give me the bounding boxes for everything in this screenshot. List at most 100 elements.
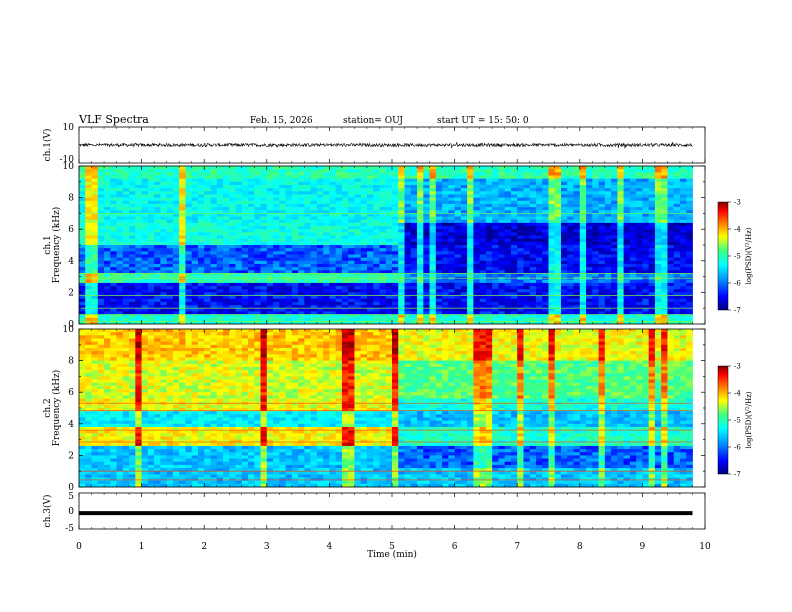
spec1-cell: [423, 222, 430, 227]
spec1-cell: [129, 308, 136, 312]
spec1-cell: [110, 175, 117, 180]
spec1-cell: [504, 238, 512, 243]
spec1-cell: [548, 263, 556, 268]
spec1-cell: [523, 317, 531, 322]
spec1-cell: [623, 289, 631, 293]
spec1-cell: [222, 257, 230, 262]
spec1-cell: [529, 245, 537, 249]
spec1-cell: [191, 222, 199, 227]
spec1-cell: [222, 191, 230, 195]
spec1-cell: [554, 317, 562, 322]
spec1-cell: [197, 263, 205, 268]
spec1-cell: [398, 235, 405, 240]
spec1-cell: [392, 286, 399, 290]
spec1-cell: [535, 279, 543, 284]
ch1-waveform-panel: 10 -10 ch.1(V): [42, 123, 706, 165]
spec1-cell: [179, 166, 186, 170]
spec1-cell: [604, 305, 612, 309]
spec1-cell: [485, 254, 493, 259]
spec1-cell: [454, 298, 462, 303]
spec1-cell: [417, 245, 424, 249]
spec1-cell: [636, 232, 643, 236]
spec1-cell: [510, 200, 518, 205]
spec1-cell: [323, 273, 330, 277]
spec1-cell: [191, 219, 199, 224]
spec1-cell: [366, 241, 374, 246]
spec1-cell: [110, 184, 117, 189]
spec1-cell: [598, 286, 606, 290]
spec1-cell: [329, 235, 337, 240]
spec1-cell: [254, 295, 261, 300]
spec1-cell: [172, 260, 180, 265]
spec1-cell: [485, 286, 493, 290]
spec1-cell: [197, 216, 205, 221]
spec1-cell: [686, 270, 693, 274]
spec1-cell: [636, 267, 643, 271]
spec1-cell: [291, 320, 299, 325]
spec1-cell: [673, 282, 681, 287]
spec1-cell: [467, 320, 474, 325]
spec1-cell: [517, 219, 524, 224]
spec1-cell: [548, 292, 556, 296]
spec1-cell: [385, 238, 393, 243]
spec1-cell: [473, 286, 481, 290]
spec1-cell: [323, 222, 330, 227]
spec1-cell: [673, 286, 681, 290]
spec1-cell: [285, 238, 293, 243]
spec1-cell: [554, 279, 562, 284]
spec1-cell: [504, 232, 512, 236]
spec1-cell: [323, 267, 330, 271]
spec1-cell: [360, 184, 368, 189]
spec1-cell: [417, 229, 424, 233]
spec1-cell: [523, 200, 531, 205]
spec1-cell: [135, 263, 142, 268]
spec1-cell: [110, 181, 117, 186]
spec1-cell: [648, 273, 656, 277]
spec1-cell: [116, 181, 124, 186]
spec1-cell: [304, 251, 312, 255]
spec1-cell: [510, 308, 518, 312]
spec1-cell: [586, 184, 593, 189]
spec1-cell: [141, 263, 149, 268]
spec1-cell: [379, 295, 387, 300]
spec1-cell: [329, 216, 337, 221]
spec1-cell: [542, 200, 549, 205]
spec1-cell: [667, 232, 675, 236]
spec1-cell: [141, 311, 149, 315]
spec1-cell: [586, 207, 593, 211]
spec1-cell: [654, 232, 662, 236]
spec1-cell: [404, 219, 412, 224]
spec1-cell: [191, 191, 199, 195]
spec1-cell: [335, 286, 343, 290]
spec1-cell: [110, 229, 117, 233]
spec1-cell: [366, 178, 374, 183]
spec1-cell: [279, 314, 286, 319]
spec1-cell: [554, 178, 562, 183]
spec1-cell: [197, 235, 205, 240]
spec1-cell: [323, 317, 330, 322]
spec1-cell: [373, 219, 380, 224]
spec1-cell: [629, 289, 637, 293]
spec1-cell: [667, 289, 675, 293]
spec1-cell: [561, 320, 568, 325]
spec1-cell: [392, 184, 399, 189]
spec1-cell: [141, 191, 149, 195]
spec1-cell: [448, 181, 455, 186]
spec1-cell: [360, 320, 368, 325]
spec1-cell: [285, 235, 293, 240]
spec1-cell: [210, 270, 218, 274]
spec1-cell: [298, 216, 305, 221]
spec1-cell: [348, 254, 355, 259]
spec1-cell: [360, 226, 368, 230]
spec1-cell: [642, 216, 650, 221]
spec1-cell: [104, 292, 111, 296]
spec1-cell: [316, 184, 324, 189]
spec1-cell: [79, 222, 86, 227]
spec1-cell: [279, 251, 286, 255]
spec1-cell: [473, 194, 481, 198]
spec1-cell: [686, 166, 693, 170]
spec1-cell: [485, 181, 493, 186]
spec1-cell: [611, 175, 618, 180]
spec1-cell: [260, 210, 268, 214]
spec1-cell: [260, 181, 268, 186]
